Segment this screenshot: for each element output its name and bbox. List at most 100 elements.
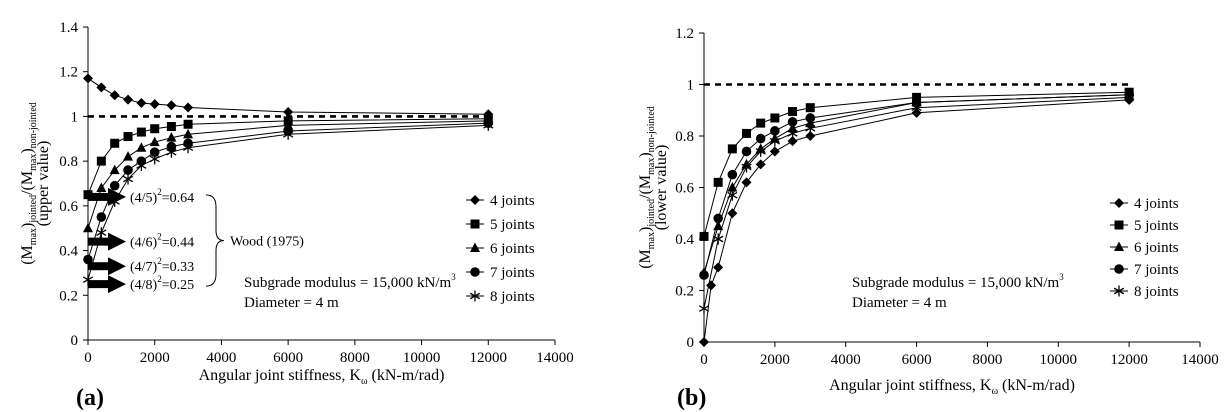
arrow-shaft: [88, 262, 110, 271]
series-8-joints: [698, 91, 1135, 315]
data-point: [149, 153, 160, 165]
legend-label: 5 joints: [490, 217, 535, 233]
legend: 4 joints 5 joints 6 joints 7 joints 8 joints: [1110, 196, 1179, 300]
legend-marker: [470, 219, 480, 229]
star-marker-stroke: [82, 276, 94, 283]
star-marker-stroke: [483, 122, 494, 129]
x-tick-label: 14000: [1181, 352, 1219, 368]
data-point: [183, 128, 194, 139]
data-point: [770, 113, 780, 123]
star-marker-stroke: [805, 124, 816, 132]
legend-marker: [470, 267, 480, 277]
data-point: [755, 133, 766, 144]
y-tick-label: 0.8: [675, 129, 694, 145]
y-axis-label-line2: (lower value): [653, 145, 670, 231]
fat-arrow: [88, 232, 126, 251]
legend-entry: 4 joints: [1110, 196, 1179, 212]
data-point: [136, 160, 147, 172]
x-tick-label: 0: [84, 350, 92, 366]
series-7-joints: [699, 90, 1134, 280]
arrow-shaft: [88, 192, 110, 201]
arrow-head: [108, 187, 126, 206]
legend-label: 6 joints: [1134, 240, 1179, 256]
star-marker-stroke: [136, 162, 147, 169]
x-tick-label: 6000: [273, 350, 303, 366]
x-tick-label: 4000: [206, 350, 236, 366]
star-marker-stroke: [787, 130, 798, 137]
star-marker-stroke: [182, 144, 194, 152]
x-axis-label: Angular joint stiffness, Kω (kN-m/rad): [829, 377, 1075, 397]
legend: 4 joints 5 joints 6 joints 7 joints 8 joints: [466, 193, 535, 305]
y-tick-label: 0.2: [59, 288, 78, 304]
data-point: [805, 113, 816, 123]
data-point: [183, 102, 194, 113]
data-point: [149, 136, 160, 147]
legend-marker: [470, 242, 480, 252]
data-point: [96, 212, 107, 222]
star-marker-stroke: [469, 292, 481, 300]
chart-panel-a: 0 0.2 0.4 0.6 0.8 1 1.2 1.4 0 2000 4000 6000 8000 100…: [19, 20, 574, 411]
series-line: [87, 120, 489, 229]
data-point: [1124, 91, 1135, 103]
star-marker-stroke: [283, 131, 294, 138]
legend-label: 4 joints: [1134, 196, 1179, 212]
data-point: [770, 126, 780, 136]
x-tick-label: 8000: [972, 352, 1002, 368]
data-point: [122, 173, 134, 185]
data-point: [769, 146, 780, 157]
data-point: [166, 141, 177, 152]
y-tick-label: 0.4: [59, 244, 78, 260]
y-tick-label: 0: [71, 333, 79, 349]
wood-annotations: (4/5)2=0.64 (4/6)2=0.44 (4/7)2=0.33(4/8)2=…: [88, 187, 304, 294]
data-point: [787, 122, 798, 133]
series-line: [703, 94, 1130, 276]
x-tick-label: 8000: [340, 350, 370, 366]
star-marker-stroke: [911, 104, 922, 111]
series-line: [703, 96, 1130, 309]
x-tick-label: 12000: [470, 350, 508, 366]
star-marker-stroke: [1113, 287, 1125, 295]
data-point: [123, 94, 134, 105]
chart-panel-b: 0 0.2 0.4 0.6 0.8 1 1.2 0 2000 4000 6000 8000 10000 1…: [637, 26, 1219, 411]
legend-marker: [1113, 285, 1125, 297]
x-tick-label: 2000: [140, 350, 170, 366]
x-tick-label: 10000: [403, 350, 441, 366]
subgrade-modulus-note: Subgrade modulus = 15,000 kN/m3: [244, 272, 456, 291]
data-point: [787, 136, 798, 147]
fat-arrow: [88, 257, 126, 276]
data-point: [110, 138, 120, 148]
arrow-label: (4/7)2=0.33: [130, 256, 194, 275]
data-point: [741, 146, 752, 157]
y-axis-label-line2: (upper value): [35, 141, 52, 227]
data-point: [109, 90, 120, 101]
arrow-head: [108, 232, 126, 251]
arrow-shaft: [88, 280, 110, 289]
data-point: [805, 131, 816, 141]
series-8-joints: [82, 119, 494, 286]
data-point: [713, 213, 723, 224]
fat-arrow: [88, 187, 126, 206]
fat-arrow: [88, 275, 126, 294]
y-tick-label: 1.2: [675, 26, 694, 42]
legend-marker: [1114, 241, 1124, 251]
star-marker-stroke: [149, 155, 160, 163]
legend-entry: 6 joints: [466, 241, 535, 257]
legend-label: 4 joints: [490, 193, 535, 209]
subgrade-modulus-note: Subgrade modulus = 15,000 kN/m3: [852, 272, 1064, 291]
data-point: [96, 227, 107, 239]
data-point: [755, 145, 766, 157]
arrow-label: (4/5)2=0.64: [130, 187, 194, 206]
data-point: [166, 132, 177, 142]
data-point: [136, 142, 147, 152]
arrow-head: [108, 257, 126, 276]
legend-label: 6 joints: [490, 241, 535, 257]
star-marker-stroke: [96, 229, 107, 236]
legend-marker: [1114, 220, 1124, 230]
y-tick-label: 0.6: [59, 199, 78, 215]
data-point: [83, 73, 93, 84]
data-point: [713, 177, 723, 187]
x-tick-label: 12000: [1110, 352, 1148, 368]
data-point: [166, 146, 177, 158]
wood-1975-label: Wood (1975): [230, 235, 304, 250]
data-point: [283, 106, 294, 117]
